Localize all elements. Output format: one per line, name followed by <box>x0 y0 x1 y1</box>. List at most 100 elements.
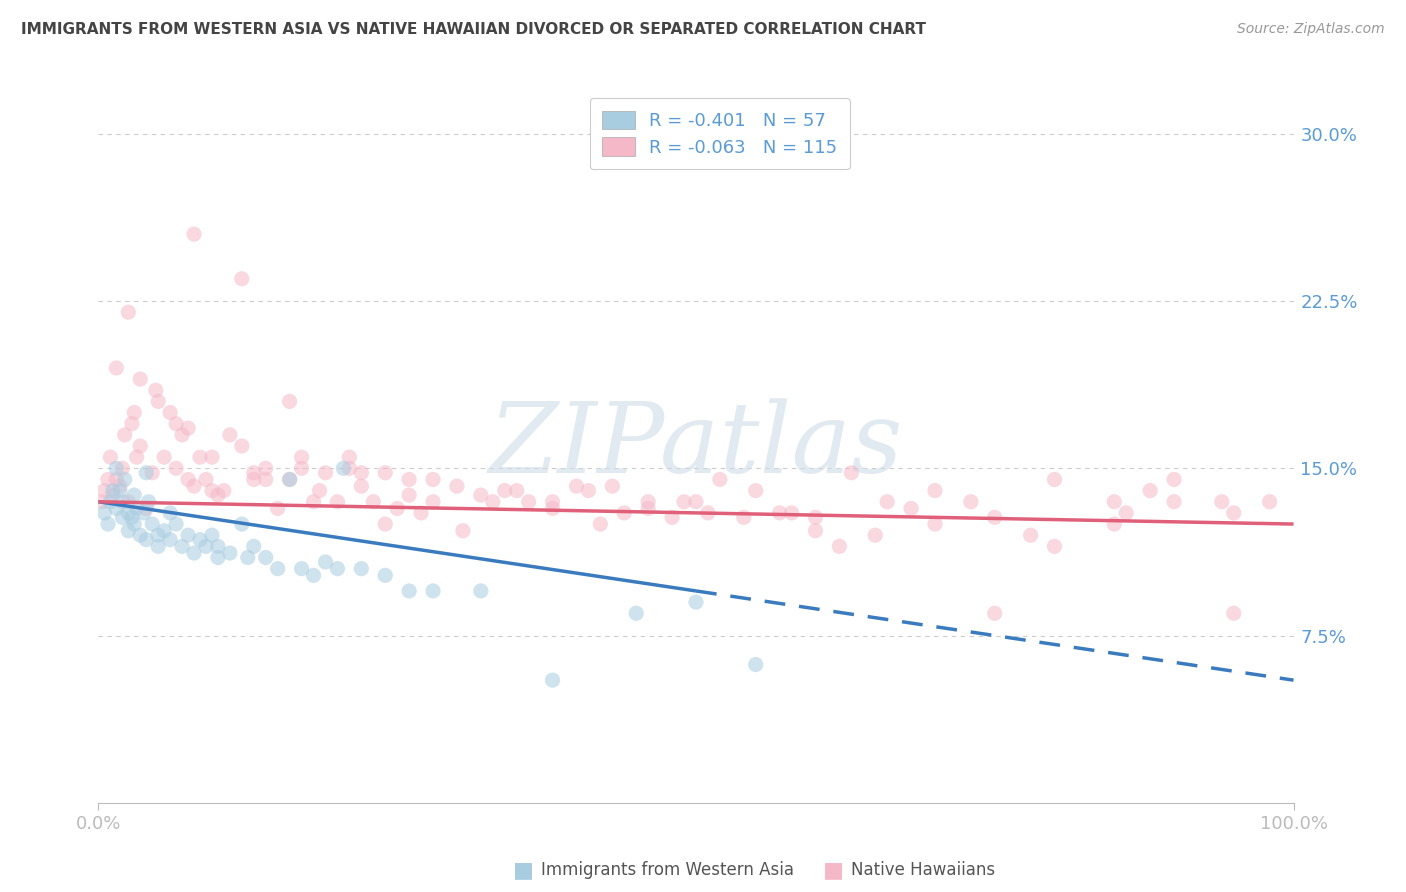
Text: IMMIGRANTS FROM WESTERN ASIA VS NATIVE HAWAIIAN DIVORCED OR SEPARATED CORRELATIO: IMMIGRANTS FROM WESTERN ASIA VS NATIVE H… <box>21 22 927 37</box>
Point <box>141 466 163 480</box>
Point <box>1163 494 1185 508</box>
Point <box>135 533 157 547</box>
Point <box>135 501 157 516</box>
Point <box>446 479 468 493</box>
Point <box>541 494 564 508</box>
Point <box>626 607 648 621</box>
Text: Native Hawaiians: Native Hawaiians <box>851 861 995 879</box>
Point <box>745 657 768 672</box>
Point <box>231 271 253 285</box>
Point <box>637 494 659 508</box>
Point <box>243 473 266 487</box>
Point <box>374 517 396 532</box>
Point <box>326 562 349 576</box>
Point <box>398 473 420 487</box>
Point <box>138 494 160 508</box>
Point <box>117 506 139 520</box>
Point <box>828 539 851 553</box>
Point <box>1043 539 1066 553</box>
Point <box>302 494 325 508</box>
Point <box>165 461 187 475</box>
Point <box>108 479 131 493</box>
Text: Immigrants from Western Asia: Immigrants from Western Asia <box>541 861 794 879</box>
Point <box>374 466 396 480</box>
Point <box>201 528 224 542</box>
Point <box>278 394 301 409</box>
Point <box>984 510 1007 524</box>
Point <box>125 450 148 464</box>
Point <box>231 517 253 532</box>
Point <box>780 506 803 520</box>
Point <box>165 517 187 532</box>
Point <box>105 501 128 516</box>
Point <box>924 483 946 498</box>
Point <box>1139 483 1161 498</box>
Point <box>121 417 143 431</box>
Point <box>602 479 624 493</box>
Point <box>278 473 301 487</box>
Point <box>1102 517 1125 532</box>
Point <box>984 607 1007 621</box>
Point <box>363 494 385 508</box>
Point <box>308 483 330 498</box>
Point <box>422 583 444 598</box>
Point <box>326 494 349 508</box>
Point <box>183 479 205 493</box>
Point <box>177 421 200 435</box>
Point <box>97 473 120 487</box>
Point <box>278 473 301 487</box>
Point <box>194 539 218 553</box>
Point <box>124 517 146 532</box>
Point <box>125 501 148 516</box>
Point <box>411 506 433 520</box>
Point <box>91 494 114 508</box>
Point <box>315 466 337 480</box>
Point <box>661 510 683 524</box>
Point <box>114 428 136 442</box>
Point <box>207 539 229 553</box>
Point <box>117 494 139 508</box>
Point <box>172 539 194 553</box>
Point <box>541 673 564 687</box>
Point <box>177 473 200 487</box>
Point <box>290 461 312 475</box>
Point <box>422 473 444 487</box>
Point <box>207 488 229 502</box>
Legend: R = -0.401   N = 57, R = -0.063   N = 115: R = -0.401 N = 57, R = -0.063 N = 115 <box>589 98 851 169</box>
Point <box>374 568 396 582</box>
Point <box>315 555 337 569</box>
Point <box>1115 506 1137 520</box>
Point <box>121 510 143 524</box>
Point <box>101 488 124 502</box>
Point <box>267 562 290 576</box>
Point <box>733 510 755 524</box>
Point <box>332 461 354 475</box>
Point <box>97 517 120 532</box>
Point <box>183 227 205 241</box>
Point <box>132 506 155 520</box>
Point <box>243 539 266 553</box>
Point <box>236 550 259 565</box>
Point <box>565 479 588 493</box>
Point <box>709 473 731 487</box>
Point <box>841 466 863 480</box>
Point <box>105 473 128 487</box>
Point <box>589 517 612 532</box>
Point <box>290 450 312 464</box>
Point <box>243 466 266 480</box>
Point <box>111 510 134 524</box>
Point <box>105 360 128 375</box>
Point <box>101 483 124 498</box>
Point <box>1163 473 1185 487</box>
Point <box>105 461 128 475</box>
Point <box>959 494 981 508</box>
Point <box>201 450 224 464</box>
Point <box>145 384 167 398</box>
Point <box>111 494 134 508</box>
Point <box>451 524 474 538</box>
Point <box>350 466 373 480</box>
Point <box>183 546 205 560</box>
Point <box>745 483 768 498</box>
Point <box>385 501 409 516</box>
Point <box>148 528 170 542</box>
